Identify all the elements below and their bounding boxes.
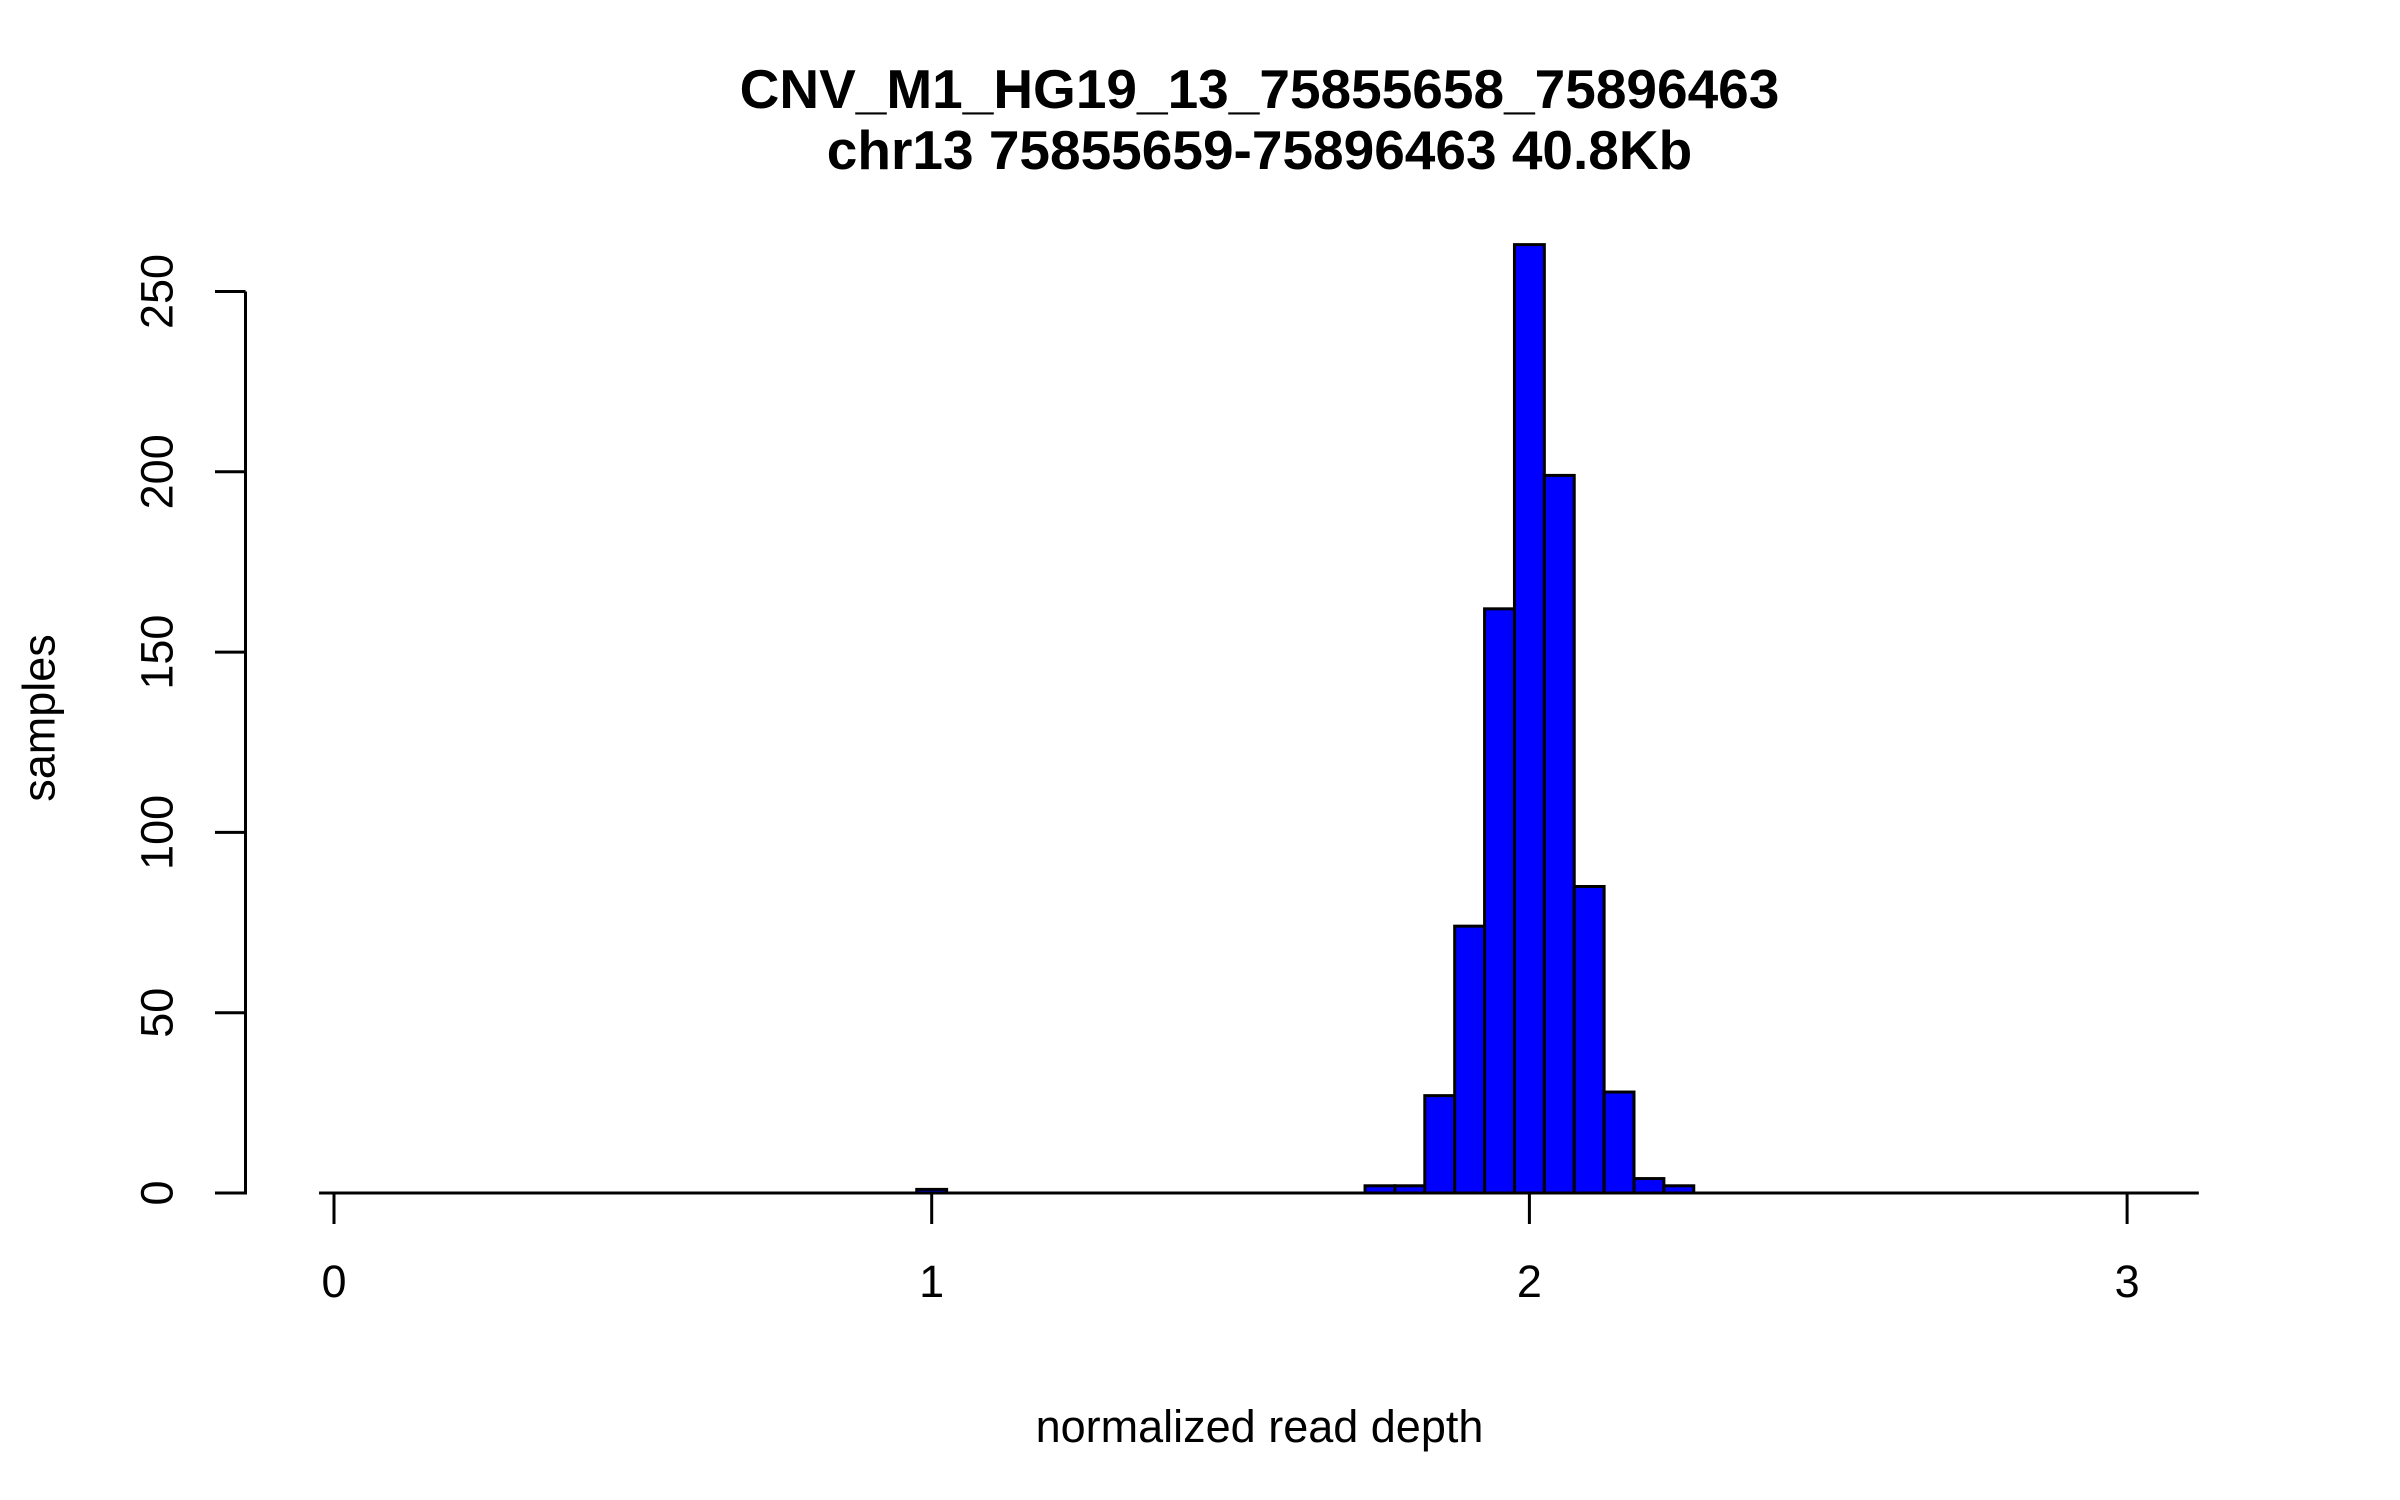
x-tick-label: 1 (919, 1256, 944, 1307)
histogram-bar (1423, 1094, 1457, 1195)
histogram-bar (1662, 1184, 1696, 1195)
y-tick-label: 150 (132, 615, 183, 690)
x-tick-label: 3 (2115, 1256, 2140, 1307)
y-tick-label: 50 (132, 988, 183, 1038)
histogram-bar (1363, 1184, 1397, 1195)
plot-title-line2: chr13 75855659-75896463 40.8Kb (826, 119, 1693, 181)
histogram-bar (1602, 1090, 1636, 1195)
plot-title: CNV_M1_HG19_13_75855658_75896463 chr13 7… (319, 59, 2200, 181)
y-tick-label: 100 (132, 795, 183, 870)
y-tick-label: 0 (132, 1180, 183, 1205)
histogram-bar (1453, 924, 1487, 1195)
x-tick-label: 2 (1517, 1256, 1542, 1307)
histogram-bar (1542, 473, 1576, 1195)
plot-title-line1: CNV_M1_HG19_13_75855658_75896463 (739, 58, 1780, 120)
histogram-bar (1483, 607, 1516, 1195)
x-tick-label: 0 (321, 1256, 346, 1307)
histogram-bar (915, 1187, 949, 1195)
y-tick-label: 250 (132, 254, 183, 329)
histogram-bar (1632, 1177, 1666, 1195)
histogram-bar (1512, 243, 1546, 1195)
histogram-bar (1393, 1184, 1427, 1195)
y-axis-label: samples (13, 634, 65, 802)
x-axis-label: normalized read depth (1035, 1401, 1484, 1452)
histogram-bar (1572, 884, 1606, 1195)
y-tick-label: 200 (132, 434, 183, 509)
